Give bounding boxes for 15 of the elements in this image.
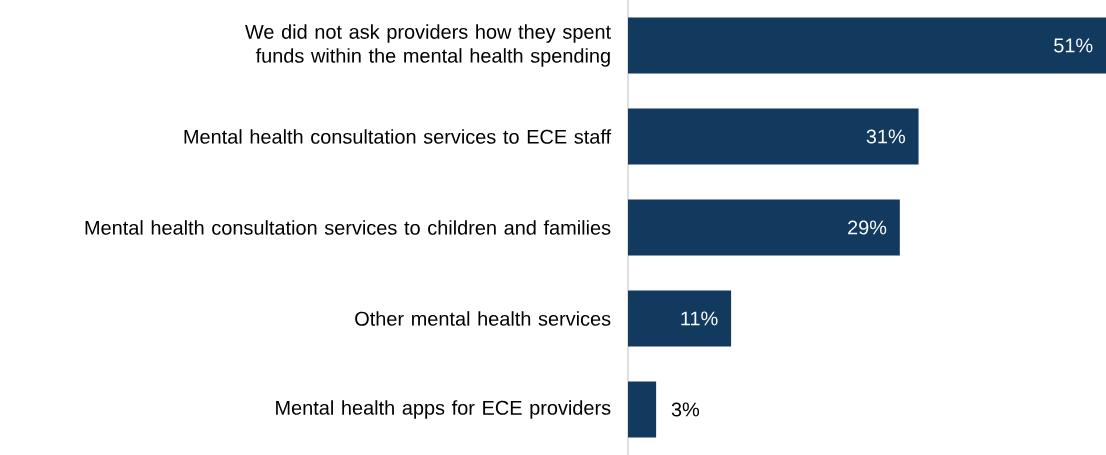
y-tick-label: Mental health apps for ECE providers (276, 400, 611, 419)
bar (628, 108, 919, 165)
y-tick-label: Mental health consultation services to children and families (85, 220, 611, 235)
bar (628, 381, 657, 438)
data-label: 11% (681, 311, 718, 326)
data-label: 3% (671, 402, 700, 417)
y-tick-label: We did not ask providers how they spent funds within the mental health spending (245, 24, 611, 67)
bar (628, 199, 900, 256)
data-label: 29% (848, 220, 887, 235)
data-label: 51% (1054, 38, 1093, 53)
bar (628, 290, 732, 347)
data-label: 31% (866, 129, 905, 144)
y-tick-label: Mental health consultation services to ECE staff (184, 129, 612, 144)
y-tick-label: Other mental health services (355, 311, 611, 326)
bar (628, 17, 1106, 74)
